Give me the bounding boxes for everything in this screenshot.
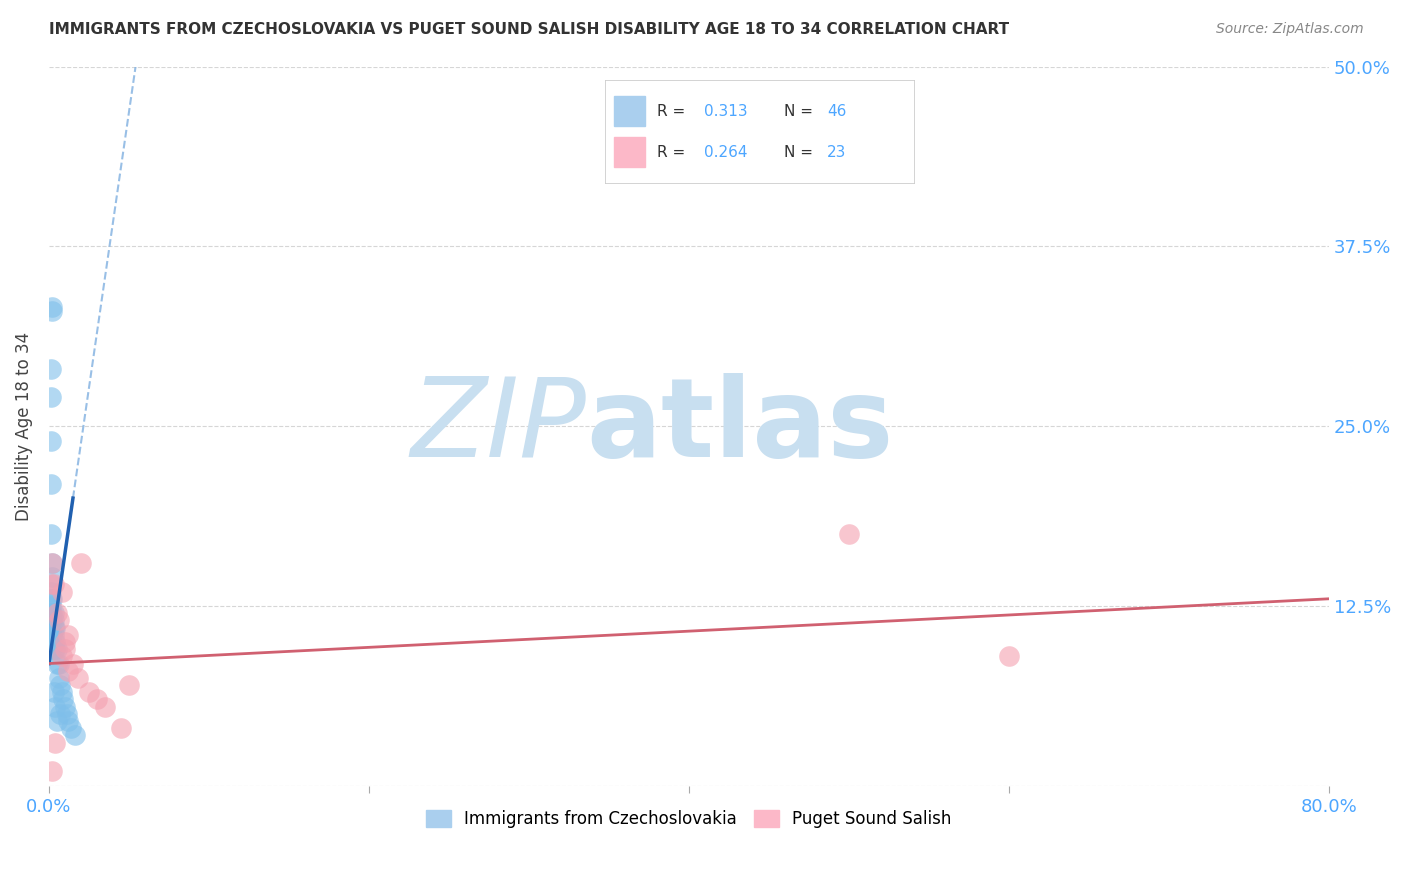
Point	[39, 591, 62, 606]
Point	[998, 649, 1021, 664]
Point	[52, 692, 75, 706]
Point	[118, 678, 141, 692]
Point	[42, 628, 65, 642]
Point	[51, 584, 73, 599]
Point	[39, 527, 62, 541]
FancyBboxPatch shape	[614, 136, 645, 168]
Point	[44, 621, 66, 635]
Point	[60, 721, 83, 735]
Y-axis label: Disability Age 18 to 34: Disability Age 18 to 34	[15, 332, 32, 521]
Point	[39, 635, 62, 649]
Point	[110, 721, 132, 735]
Point	[39, 434, 62, 448]
Point	[41, 304, 63, 318]
Point	[51, 649, 73, 664]
Point	[49, 678, 72, 692]
Point	[39, 613, 62, 627]
Text: 46: 46	[827, 103, 846, 119]
Point	[42, 642, 65, 657]
Text: 0.313: 0.313	[703, 103, 747, 119]
Point	[51, 685, 73, 699]
Point	[86, 692, 108, 706]
FancyBboxPatch shape	[614, 95, 645, 127]
Text: R =: R =	[657, 103, 685, 119]
Point	[42, 606, 65, 620]
Point	[46, 642, 69, 657]
Point	[39, 628, 62, 642]
Point	[56, 714, 79, 728]
Point	[41, 556, 63, 570]
Point	[42, 621, 65, 635]
Point	[46, 657, 69, 671]
Point	[46, 714, 69, 728]
Point	[39, 621, 62, 635]
Point	[42, 613, 65, 627]
Point	[41, 628, 63, 642]
Point	[66, 671, 89, 685]
Point	[41, 764, 63, 779]
Point	[46, 606, 69, 620]
Point	[48, 657, 70, 671]
Point	[41, 556, 63, 570]
Point	[39, 361, 62, 376]
Point	[63, 728, 86, 742]
Point	[41, 300, 63, 314]
Point	[42, 577, 65, 591]
Point	[62, 657, 84, 671]
Point	[39, 642, 62, 657]
Point	[838, 527, 860, 541]
Point	[41, 606, 63, 620]
Point	[39, 584, 62, 599]
Point	[56, 664, 79, 678]
Point	[44, 635, 66, 649]
Point	[39, 391, 62, 405]
Legend: Immigrants from Czechoslovakia, Puget Sound Salish: Immigrants from Czechoslovakia, Puget So…	[419, 804, 959, 835]
Text: ZIP: ZIP	[411, 373, 586, 480]
Point	[94, 699, 117, 714]
Point	[53, 642, 76, 657]
Point	[48, 613, 70, 627]
Point	[53, 699, 76, 714]
Text: N =: N =	[785, 145, 813, 160]
Point	[53, 635, 76, 649]
Point	[77, 685, 100, 699]
Text: R =: R =	[657, 145, 685, 160]
Text: 23: 23	[827, 145, 846, 160]
Point	[44, 736, 66, 750]
Point	[55, 706, 77, 721]
Text: 0.264: 0.264	[703, 145, 747, 160]
Point	[70, 556, 93, 570]
Point	[39, 476, 62, 491]
Point	[42, 685, 65, 699]
Point	[39, 599, 62, 613]
Text: IMMIGRANTS FROM CZECHOSLOVAKIA VS PUGET SOUND SALISH DISABILITY AGE 18 TO 34 COR: IMMIGRANTS FROM CZECHOSLOVAKIA VS PUGET …	[49, 22, 1010, 37]
Point	[41, 570, 63, 584]
Text: atlas: atlas	[586, 373, 894, 480]
Point	[41, 591, 63, 606]
Text: Source: ZipAtlas.com: Source: ZipAtlas.com	[1216, 22, 1364, 37]
Point	[49, 706, 72, 721]
Point	[48, 671, 70, 685]
Point	[39, 577, 62, 591]
Point	[44, 699, 66, 714]
Point	[56, 628, 79, 642]
Point	[44, 642, 66, 657]
Text: N =: N =	[785, 103, 813, 119]
Point	[39, 606, 62, 620]
Point	[41, 613, 63, 627]
